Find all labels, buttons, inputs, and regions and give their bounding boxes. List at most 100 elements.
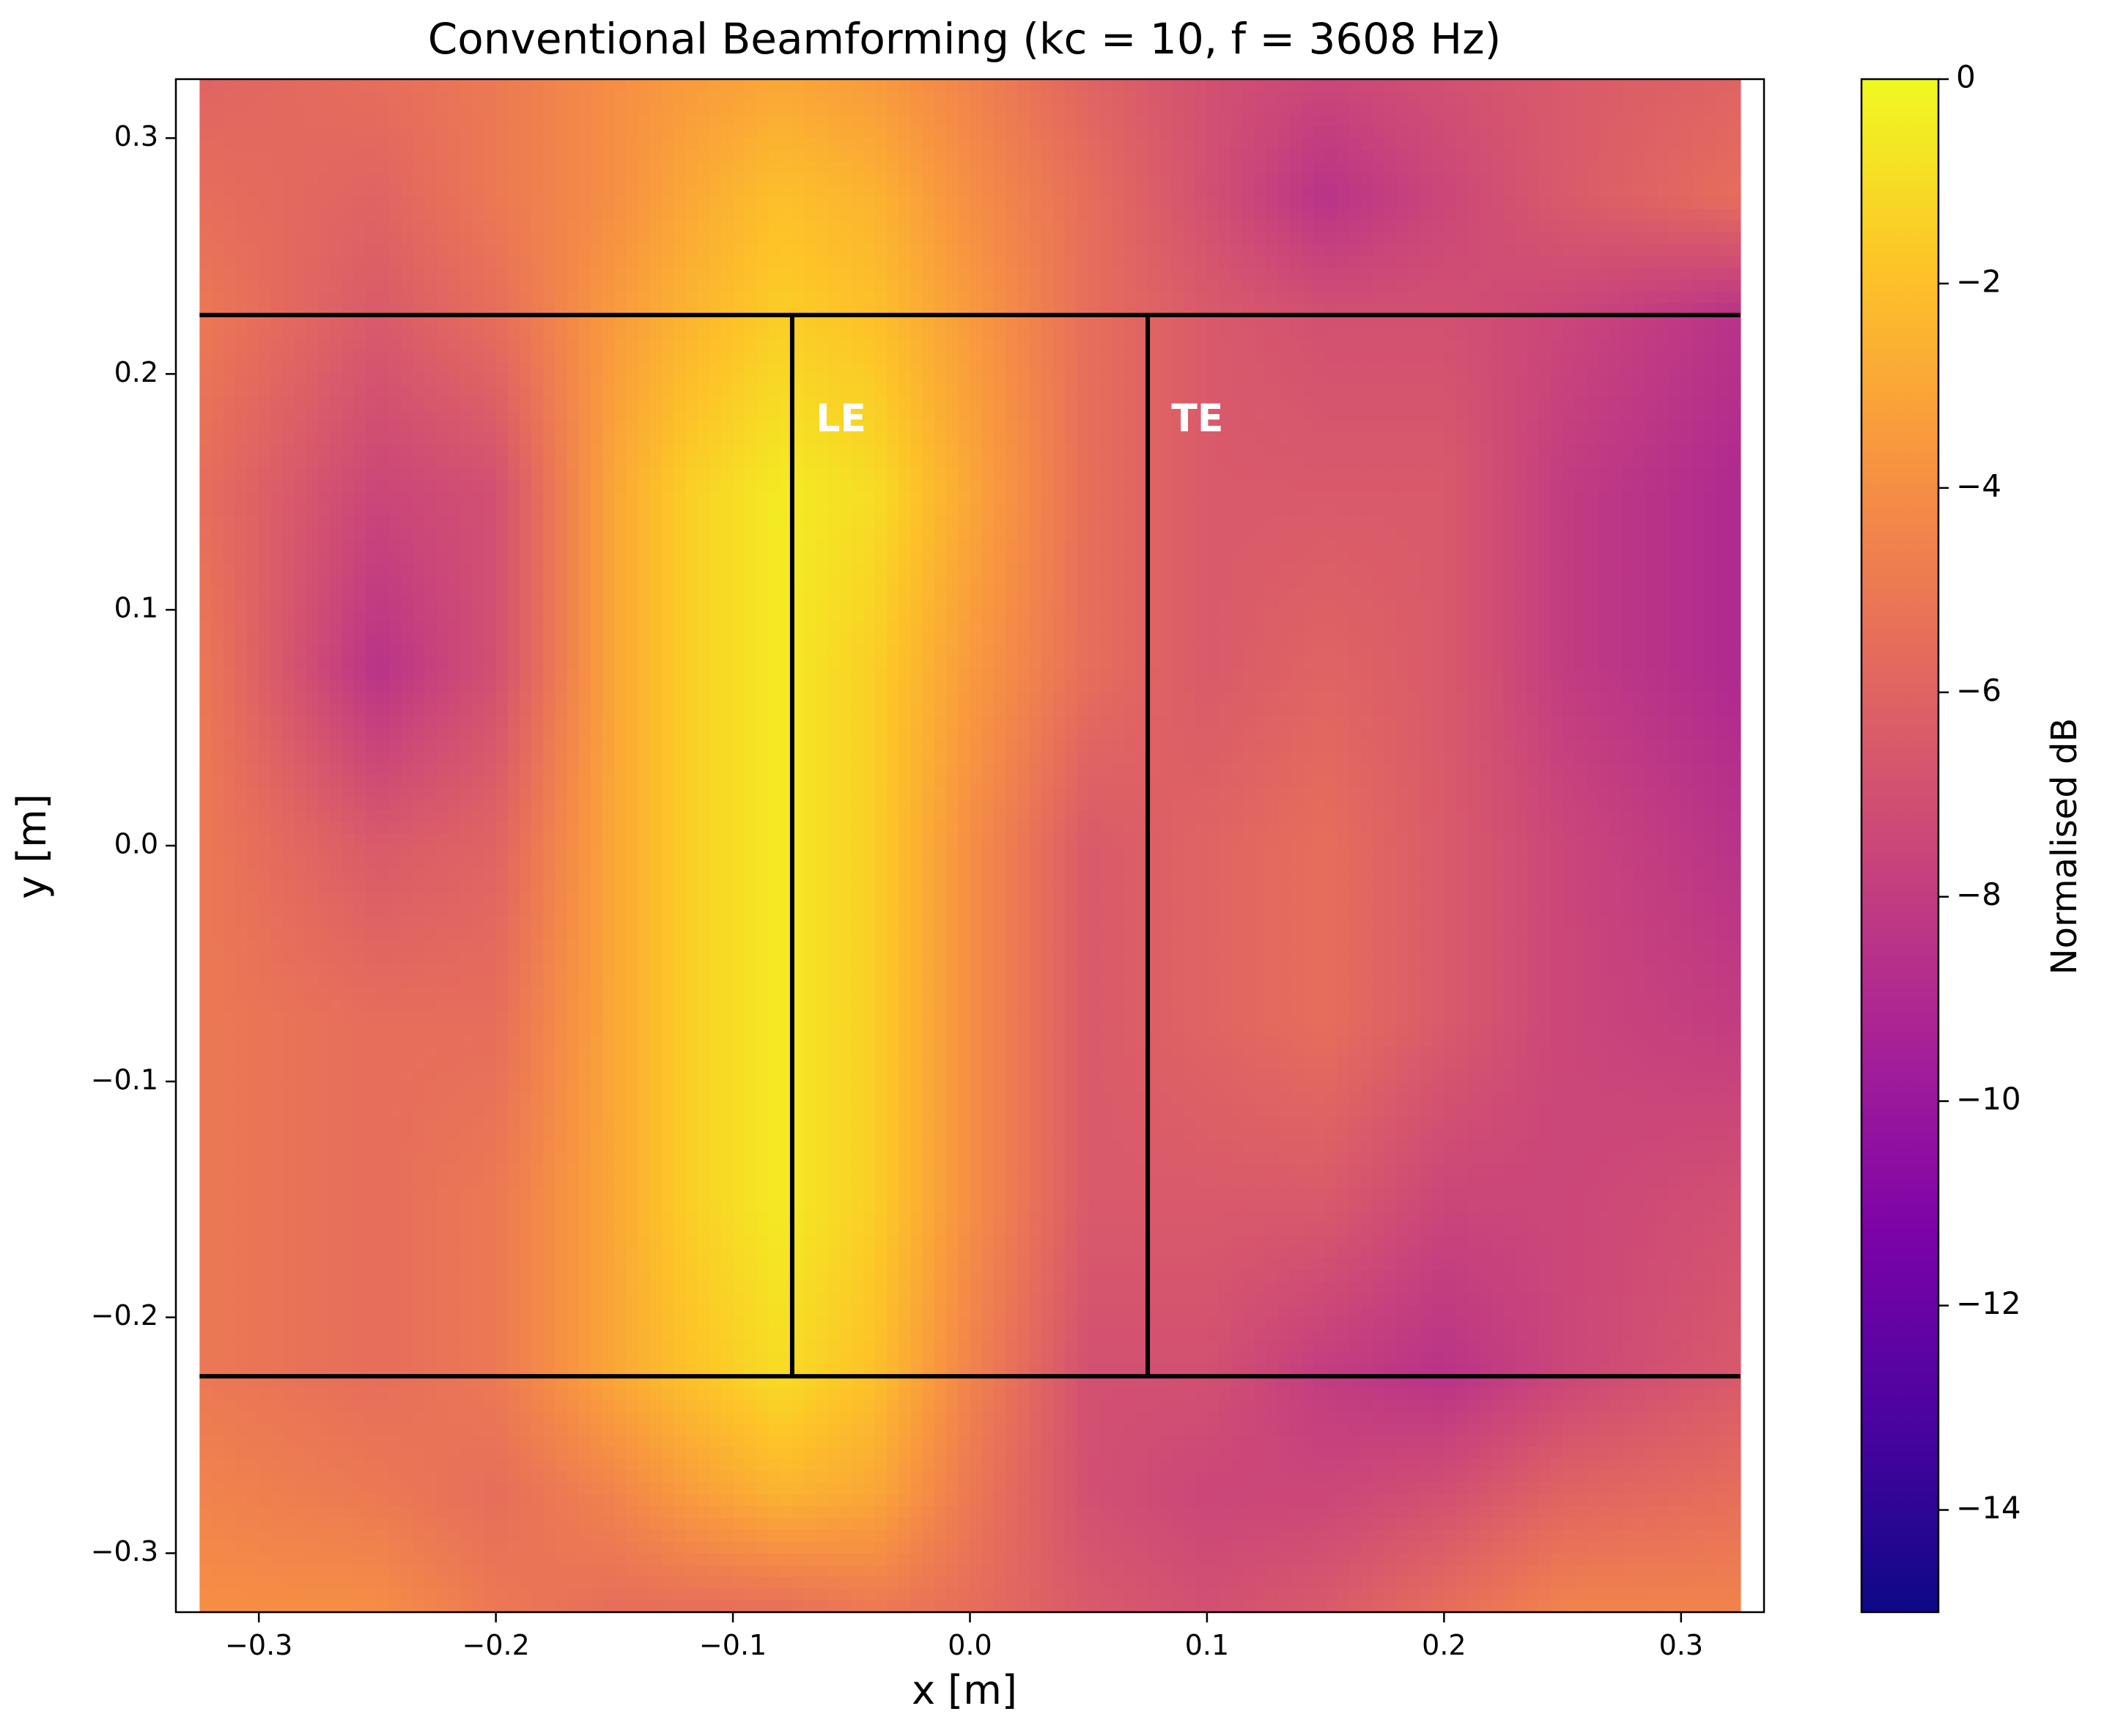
heatmap-cell bbox=[1029, 432, 1042, 446]
heatmap-cell bbox=[709, 432, 722, 446]
heatmap-cell bbox=[863, 279, 876, 292]
heatmap-cell bbox=[567, 432, 580, 446]
heatmap-cell bbox=[733, 480, 746, 493]
heatmap-cell bbox=[424, 432, 438, 446]
heatmap-cell bbox=[495, 444, 509, 457]
heatmap-cell bbox=[389, 279, 402, 292]
heatmap-cell bbox=[259, 444, 272, 457]
heatmap-cell bbox=[472, 209, 485, 221]
heatmap-cell bbox=[1444, 256, 1457, 269]
heatmap-cell bbox=[1230, 126, 1244, 139]
heatmap-cell bbox=[922, 291, 935, 304]
heatmap-cell bbox=[567, 492, 580, 505]
heatmap-cell bbox=[1455, 314, 1469, 328]
heatmap-cell bbox=[970, 492, 983, 505]
heatmap-cell bbox=[791, 503, 805, 517]
heatmap-cell bbox=[1621, 149, 1634, 163]
heatmap-cell bbox=[1290, 385, 1303, 399]
heatmap-cell bbox=[1669, 515, 1682, 528]
heatmap-cell bbox=[567, 527, 580, 540]
heatmap-cell bbox=[1373, 468, 1386, 481]
heatmap-cell bbox=[270, 480, 284, 493]
heatmap-cell bbox=[1444, 209, 1457, 221]
heatmap-cell bbox=[674, 362, 687, 375]
heatmap-cell bbox=[1574, 409, 1587, 422]
heatmap-cell bbox=[1325, 374, 1338, 387]
heatmap-cell bbox=[235, 492, 248, 505]
heatmap-cell bbox=[1159, 232, 1173, 245]
heatmap-cell bbox=[768, 196, 781, 210]
heatmap-cell bbox=[1290, 256, 1303, 269]
heatmap-cell bbox=[1574, 138, 1587, 151]
heatmap-cell bbox=[484, 350, 497, 363]
heatmap-cell bbox=[1100, 244, 1113, 257]
heatmap-cell bbox=[863, 303, 876, 316]
heatmap-cell bbox=[306, 185, 319, 198]
heatmap-cell bbox=[1148, 385, 1161, 399]
heatmap-cell bbox=[353, 432, 366, 446]
heatmap-cell bbox=[934, 91, 947, 103]
heatmap-cell bbox=[768, 221, 781, 233]
heatmap-cell bbox=[922, 456, 935, 469]
heatmap-cell bbox=[1017, 291, 1030, 304]
heatmap-cell bbox=[1052, 339, 1066, 351]
heatmap-cell bbox=[1348, 256, 1362, 269]
heatmap-cell bbox=[519, 173, 532, 186]
heatmap-cell bbox=[436, 385, 449, 399]
heatmap-cell bbox=[1692, 374, 1705, 387]
heatmap-cell bbox=[602, 515, 616, 528]
heatmap-cell bbox=[898, 196, 912, 210]
heatmap-cell bbox=[1527, 480, 1540, 493]
heatmap-cell bbox=[1645, 114, 1658, 128]
heatmap-cell bbox=[1479, 103, 1492, 116]
heatmap-cell bbox=[970, 173, 983, 186]
heatmap-cell bbox=[1491, 456, 1505, 469]
heatmap-cell bbox=[1598, 326, 1611, 339]
heatmap-cell bbox=[235, 114, 248, 128]
heatmap-cell bbox=[199, 492, 213, 505]
heatmap-cell bbox=[1219, 397, 1232, 410]
heatmap-cell bbox=[1705, 432, 1718, 446]
heatmap-cell bbox=[1373, 303, 1386, 316]
heatmap-cell bbox=[1574, 303, 1587, 316]
heatmap-cell bbox=[1538, 291, 1551, 304]
heatmap-cell bbox=[223, 209, 236, 221]
heatmap-cell bbox=[578, 232, 591, 245]
heatmap-cell bbox=[1313, 432, 1326, 446]
heatmap-cell bbox=[768, 279, 781, 292]
heatmap-cell bbox=[1112, 221, 1125, 233]
heatmap-cell bbox=[1384, 114, 1398, 128]
heatmap-cell bbox=[1692, 480, 1705, 493]
heatmap-cell bbox=[1586, 421, 1599, 434]
heatmap-cell bbox=[555, 503, 568, 517]
heatmap-cell bbox=[1361, 503, 1374, 517]
heatmap-cell bbox=[1123, 480, 1137, 493]
heatmap-cell bbox=[543, 456, 556, 469]
heatmap-cell bbox=[851, 267, 864, 281]
heatmap-cell bbox=[1503, 91, 1516, 103]
heatmap-cell bbox=[1562, 161, 1576, 174]
heatmap-cell bbox=[1029, 221, 1042, 233]
heatmap-cell bbox=[993, 196, 1006, 210]
heatmap-cell bbox=[1479, 492, 1492, 505]
heatmap-cell bbox=[1657, 456, 1670, 469]
heatmap-cell bbox=[898, 326, 912, 339]
heatmap-cell bbox=[958, 103, 971, 116]
heatmap-cell bbox=[898, 91, 912, 103]
heatmap-cell bbox=[1728, 244, 1741, 257]
heatmap-cell bbox=[851, 138, 864, 151]
heatmap-cell bbox=[401, 468, 414, 481]
heatmap-cell bbox=[922, 468, 935, 481]
heatmap-cell bbox=[1491, 303, 1505, 316]
heatmap-cell bbox=[614, 196, 627, 210]
heatmap-cell bbox=[1373, 385, 1386, 399]
heatmap-cell bbox=[733, 196, 746, 210]
heatmap-cell bbox=[626, 161, 639, 174]
heatmap-cell bbox=[1206, 374, 1219, 387]
heatmap-cell bbox=[993, 432, 1006, 446]
heatmap-cell bbox=[827, 314, 841, 328]
heatmap-cell bbox=[1219, 196, 1232, 210]
heatmap-cell bbox=[1692, 114, 1705, 128]
heatmap-cell bbox=[413, 527, 426, 540]
heatmap-cell bbox=[1302, 339, 1315, 351]
